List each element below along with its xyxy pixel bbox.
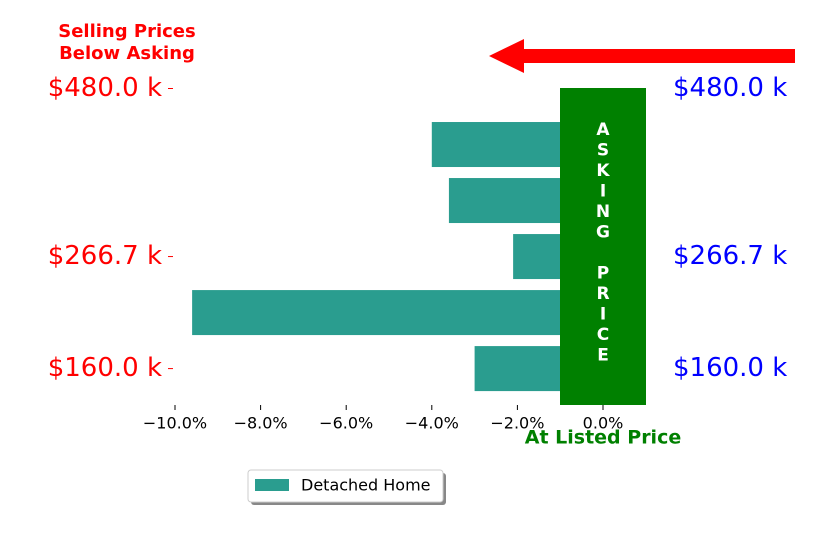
x-tick-label: −8.0% [234, 414, 288, 433]
y-tick-label-right: $266.7 k [673, 241, 787, 271]
legend-label: Detached Home [301, 476, 431, 495]
x-tick-label: −6.0% [319, 414, 373, 433]
x-tick-label: −4.0% [405, 414, 459, 433]
annotation: Below Asking [59, 43, 195, 64]
legend: Detached Home [247, 469, 446, 505]
annotation: Selling Prices [58, 21, 195, 42]
asking-price-band [560, 88, 646, 405]
x-tick-label: −10.0% [143, 414, 207, 433]
y-tick-label: $266.7 k [48, 241, 162, 271]
bar [192, 290, 603, 336]
legend-swatch [255, 479, 289, 491]
x-tick-label: 0.0% [583, 414, 624, 433]
arrow [489, 39, 795, 73]
y-tick-label: $160.0 k [48, 353, 162, 383]
y-tick-label-right: $160.0 k [673, 353, 787, 383]
x-tick-label: −2.0% [490, 414, 544, 433]
y-tick-label: $480.0 k [48, 73, 162, 103]
y-tick-label-right: $480.0 k [673, 73, 787, 103]
annotation: At Listed Price [525, 427, 681, 449]
